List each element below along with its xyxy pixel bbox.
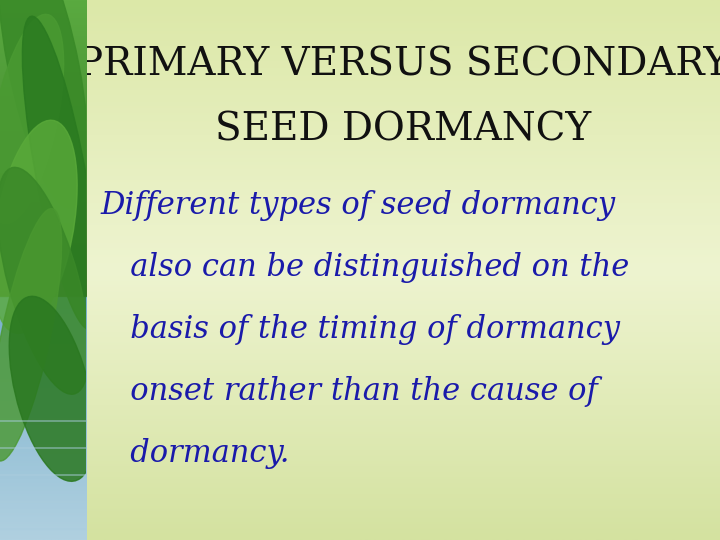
Text: basis of the timing of dormancy: basis of the timing of dormancy (101, 314, 620, 345)
Ellipse shape (22, 16, 99, 329)
Ellipse shape (0, 208, 62, 461)
Ellipse shape (9, 296, 94, 481)
Ellipse shape (0, 0, 89, 208)
Ellipse shape (0, 14, 63, 224)
Text: also can be distinguished on the: also can be distinguished on the (101, 252, 629, 283)
Text: SEED DORMANCY: SEED DORMANCY (215, 111, 591, 148)
Text: Different types of seed dormancy: Different types of seed dormancy (101, 190, 616, 221)
Text: dormancy.: dormancy. (101, 438, 289, 469)
Text: onset rather than the cause of: onset rather than the cause of (101, 376, 598, 407)
Ellipse shape (0, 167, 89, 394)
Text: PRIMARY VERSUS SECONDARY: PRIMARY VERSUS SECONDARY (77, 46, 720, 83)
Ellipse shape (0, 120, 77, 333)
